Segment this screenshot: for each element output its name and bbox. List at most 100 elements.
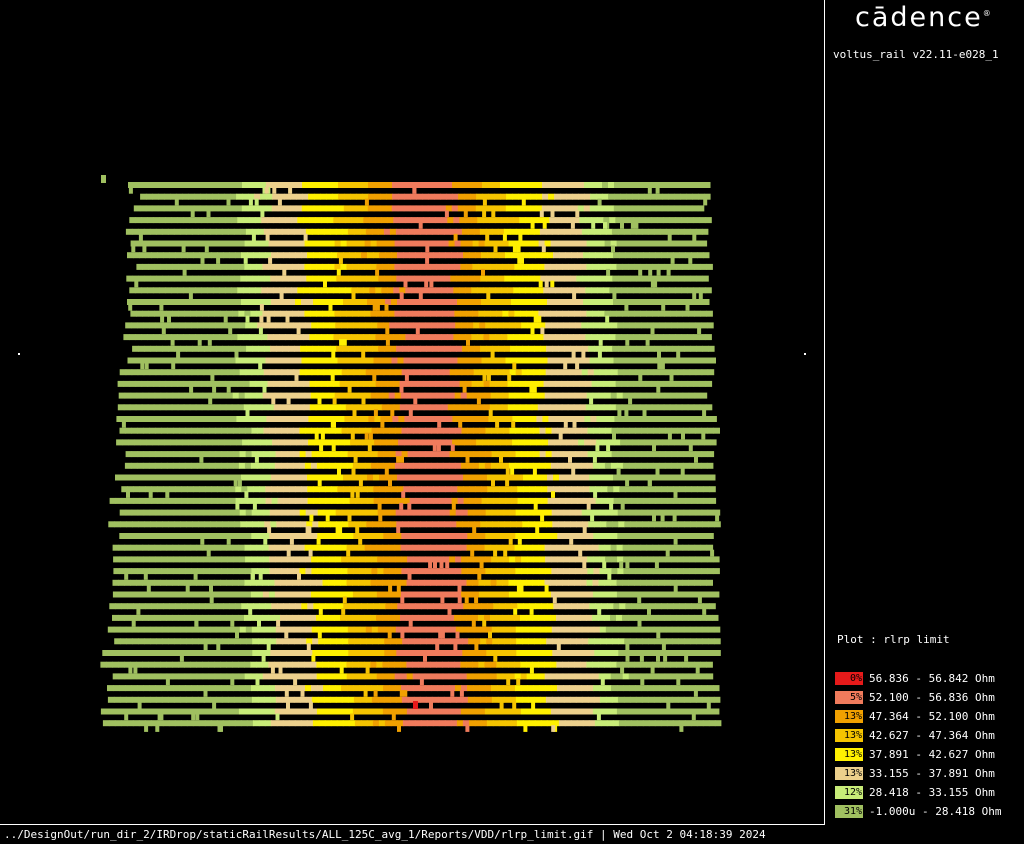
rail-segment: [132, 521, 139, 528]
rail-segment: [169, 603, 176, 610]
rail-segment: [647, 556, 654, 563]
rail-segment: [623, 696, 631, 703]
via-stub: [399, 385, 404, 393]
rail-segment: [371, 533, 378, 539]
via-stub: [189, 385, 194, 393]
rail-segment: [665, 451, 673, 458]
rail-segment: [563, 509, 571, 516]
rail-segment: [406, 240, 414, 247]
rail-segment: [637, 497, 645, 504]
rail-segment: [605, 568, 612, 575]
rail-segment: [521, 626, 529, 633]
rail-segment: [143, 228, 151, 235]
rail-segment: [685, 299, 692, 305]
rail-segment: [520, 263, 527, 270]
rail-segment: [413, 322, 420, 329]
rail-segment: [585, 287, 592, 294]
rail-segment: [364, 673, 372, 680]
rail-segment: [600, 275, 607, 282]
rail-segment: [556, 263, 563, 270]
rail-segment: [579, 334, 586, 341]
rail-segment: [573, 334, 580, 341]
rail-segment: [537, 287, 544, 294]
rail-segment: [689, 427, 696, 434]
rail-segment: [406, 673, 414, 680]
rail-segment: [544, 708, 552, 715]
rail-segment: [333, 404, 341, 411]
rail-segment: [516, 521, 523, 528]
rail-segment: [661, 299, 668, 305]
rail-segment: [361, 252, 368, 259]
rail-segment: [493, 252, 500, 259]
rail-segment: [538, 263, 545, 270]
rail-segment: [592, 392, 600, 399]
rail-segment: [573, 217, 580, 224]
rail-segment: [529, 497, 537, 504]
rail-segment: [412, 661, 419, 668]
rail-segment: [388, 673, 396, 680]
rail-segment: [137, 556, 144, 563]
rail-segment: [213, 404, 221, 411]
rail-segment: [510, 521, 517, 528]
rail-segment: [444, 650, 451, 656]
rail-segment: [468, 638, 475, 645]
rail-segment: [276, 275, 283, 282]
rail-segment: [645, 287, 652, 294]
rail-segment: [213, 217, 220, 224]
rail-segment: [504, 275, 511, 282]
rail-segment: [552, 275, 559, 282]
rail-segment: [232, 544, 240, 551]
rail-segment: [691, 299, 698, 305]
rail-segment: [527, 322, 534, 329]
rail-segment: [385, 474, 392, 481]
rail-segment: [228, 275, 235, 282]
rail-segment: [220, 240, 228, 247]
rail-segment: [556, 591, 564, 598]
via-stub: [124, 573, 129, 580]
via-stub: [697, 327, 702, 335]
rail-segment: [155, 568, 162, 575]
rail-segment: [348, 650, 355, 656]
rail-segment: [645, 334, 652, 341]
rail-segment: [225, 217, 232, 224]
via-stub: [532, 385, 537, 393]
via-stub: [266, 315, 271, 323]
rail-segment: [532, 673, 540, 680]
rail-segment: [622, 310, 629, 317]
via-stub: [650, 327, 655, 335]
rail-segment: [365, 696, 373, 703]
rail-segment: [550, 462, 558, 469]
rail-segment: [194, 439, 201, 446]
rail-segment: [700, 392, 708, 399]
rail-segment: [676, 462, 684, 469]
rail-segment: [179, 626, 187, 633]
via-stub: [568, 456, 572, 463]
rail-segment: [250, 392, 258, 399]
rail-segment: [323, 427, 330, 434]
rail-segment: [457, 497, 465, 504]
via-stub: [571, 467, 576, 475]
rail-segment: [490, 591, 498, 598]
rail-segment: [617, 228, 625, 235]
rail-segment: [341, 322, 348, 329]
rail-segment: [580, 673, 588, 680]
rail-segment: [683, 427, 690, 434]
rail-segment: [333, 334, 340, 341]
rail-segment: [144, 521, 151, 528]
rail-segment: [353, 369, 361, 376]
rail-segment: [258, 521, 265, 528]
rail-segment: [628, 462, 636, 469]
rail-segment: [569, 322, 576, 329]
via-stub: [490, 350, 495, 358]
rail-segment: [396, 275, 403, 282]
rail-segment: [118, 614, 125, 621]
rail-segment: [556, 310, 563, 317]
via-stub: [134, 280, 139, 288]
rail-segment: [223, 603, 230, 610]
rail-segment: [290, 193, 297, 200]
rail-segment: [343, 252, 350, 259]
rail-segment: [228, 650, 235, 656]
rail-segment: [479, 427, 486, 434]
rail-segment: [274, 392, 282, 399]
rail-segment: [249, 380, 257, 387]
